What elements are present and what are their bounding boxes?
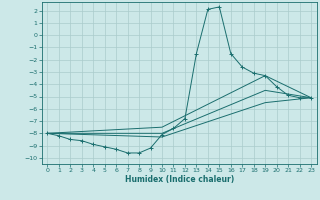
X-axis label: Humidex (Indice chaleur): Humidex (Indice chaleur)	[124, 175, 234, 184]
